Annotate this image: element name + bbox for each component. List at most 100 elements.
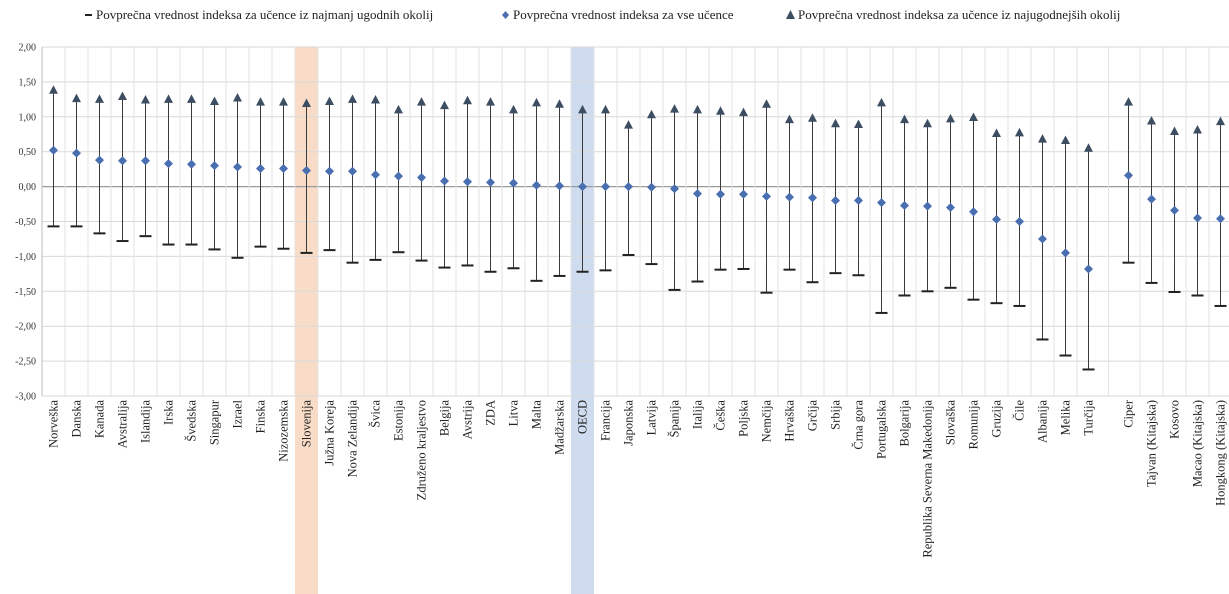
- highlight-band-oecd: [571, 47, 594, 594]
- high-marker: [693, 104, 702, 114]
- highlight-band-slovenija: [295, 47, 318, 594]
- mean-marker: [670, 184, 679, 194]
- x-category-label: Izrael: [231, 399, 245, 428]
- high-marker: [1084, 143, 1093, 152]
- mean-marker: [1061, 248, 1070, 258]
- high-marker: [555, 99, 564, 108]
- high-marker: [463, 95, 472, 105]
- x-category-label: Irska: [162, 400, 176, 425]
- mean-marker: [854, 196, 863, 206]
- mean-marker: [900, 200, 909, 210]
- high-marker: [808, 113, 817, 122]
- x-category-label: Tajvan (Kitajska): [1145, 400, 1159, 487]
- x-category-label: Bolgarija: [898, 400, 912, 447]
- high-marker: [302, 98, 311, 108]
- x-category-label: Macao (Kitajska): [1191, 400, 1205, 487]
- legend-label: Povprečna vrednost indeksa za vse učence: [513, 7, 734, 22]
- mean-marker: [808, 193, 817, 203]
- mean-marker: [141, 156, 150, 166]
- high-marker: [670, 104, 679, 113]
- x-category-label: Združeno kraljestvo: [415, 400, 429, 500]
- high-marker: [739, 107, 748, 117]
- mean-marker: [187, 159, 196, 169]
- x-category-label: Slovenija: [300, 400, 314, 448]
- high-marker: [187, 94, 196, 103]
- x-category-label: Švedska: [185, 400, 199, 442]
- high-marker: [900, 114, 909, 124]
- high-marker: [1193, 125, 1202, 134]
- mean-marker: [486, 177, 495, 187]
- high-marker: [578, 104, 587, 114]
- high-marker: [992, 128, 1001, 138]
- x-category-label: Malta: [530, 400, 544, 430]
- legend-label: Povprečna vrednost indeksa za učence iz …: [96, 7, 433, 22]
- high-marker: [1015, 127, 1024, 137]
- x-category-label: Italija: [691, 400, 705, 430]
- x-category-label: Melika: [1059, 400, 1073, 436]
- x-category-label: Estonija: [392, 400, 406, 441]
- mean-marker: [578, 182, 587, 192]
- x-category-label: Kosovo: [1168, 400, 1182, 439]
- x-category-label: Litva: [507, 400, 521, 427]
- x-category-label: Portugalska: [875, 400, 889, 459]
- x-category-label: Danska: [70, 400, 84, 438]
- high-marker: [946, 113, 955, 123]
- high-marker: [969, 112, 978, 121]
- x-axis: Norveška Danska Kanada Avstralija Islandija I…: [47, 399, 1228, 557]
- y-tick-label: 1,00: [19, 112, 37, 123]
- x-category-label: Črna gora: [852, 400, 866, 450]
- x-category-label: Belgija: [438, 400, 452, 437]
- high-marker: [1147, 115, 1156, 125]
- high-marker: [279, 97, 288, 106]
- high-marker: [624, 120, 633, 129]
- mean-marker: [72, 148, 81, 158]
- x-category-label: OECD: [576, 400, 590, 434]
- x-category-label: Finska: [254, 400, 268, 434]
- mean-marker: [95, 155, 104, 165]
- high-marker: [348, 94, 357, 103]
- x-category-label: Švica: [369, 400, 383, 428]
- x-category-label: Nova Zelandija: [346, 400, 360, 478]
- x-category-label: Srbija: [829, 400, 843, 430]
- highlight-bands: [295, 47, 594, 594]
- x-category-label: Gruzija: [990, 400, 1004, 438]
- x-category-label: Slovaška: [944, 400, 958, 446]
- x-category-label: Madžarska: [553, 400, 567, 455]
- legend-marker-triangle: [786, 10, 795, 19]
- data-marks: [47, 85, 1227, 371]
- high-marker: [371, 95, 380, 104]
- high-marker: [716, 106, 725, 115]
- mean-marker: [624, 182, 633, 192]
- high-marker: [118, 91, 127, 101]
- mean-marker: [946, 203, 955, 213]
- x-category-label: Japonska: [622, 400, 636, 446]
- mean-marker: [440, 176, 449, 186]
- high-marker: [509, 104, 518, 114]
- mean-marker: [831, 196, 840, 206]
- mean-marker: [1147, 194, 1156, 204]
- x-category-label: Francija: [599, 400, 613, 441]
- x-category-label: Hrvaška: [783, 400, 797, 442]
- high-marker: [49, 85, 58, 94]
- mean-marker: [279, 163, 288, 173]
- mean-marker: [532, 180, 541, 190]
- y-tick-label: -0,50: [15, 217, 36, 228]
- mean-marker: [302, 166, 311, 176]
- high-marker: [417, 97, 426, 106]
- mean-marker: [739, 189, 748, 199]
- mean-marker: [762, 191, 771, 201]
- high-marker: [210, 96, 219, 105]
- mean-marker: [233, 162, 242, 172]
- x-category-label: Islandija: [139, 400, 153, 443]
- high-marker: [1216, 116, 1225, 126]
- mean-marker: [1038, 234, 1047, 244]
- y-tick-label: -2,50: [15, 357, 36, 368]
- high-marker: [923, 118, 932, 128]
- mean-marker: [371, 170, 380, 180]
- mean-marker: [210, 161, 219, 171]
- x-category-label: Južna Koreja: [323, 400, 337, 466]
- gridlines: [41, 46, 1229, 397]
- high-marker: [486, 97, 495, 106]
- high-marker: [1124, 97, 1133, 106]
- mean-marker: [877, 198, 886, 208]
